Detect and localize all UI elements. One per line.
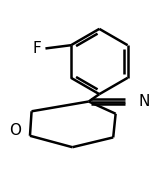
Text: O: O	[9, 123, 21, 138]
Text: F: F	[33, 41, 42, 56]
Text: N: N	[138, 94, 150, 109]
